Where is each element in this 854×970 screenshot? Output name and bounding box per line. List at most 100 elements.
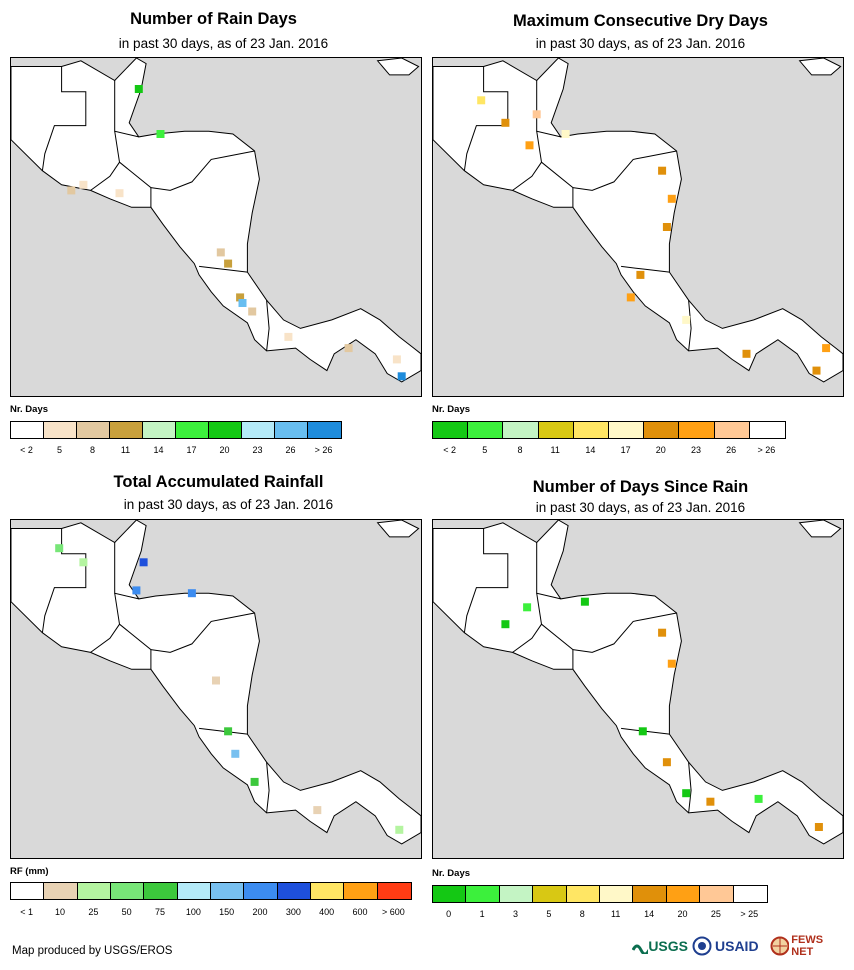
map-max-dry-days — [432, 57, 844, 397]
legend-ticks: < 2 5 8 11 14 17 20 23 26 > 26 — [10, 445, 340, 457]
legend-ticks: < 2 5 8 11 14 17 20 23 26 > 26 — [432, 445, 784, 457]
legend-swatch — [310, 883, 345, 899]
legend-tick-label: 5 — [56, 445, 63, 455]
legend-bar — [10, 882, 412, 900]
country-border — [463, 528, 509, 633]
country-border — [266, 300, 270, 351]
legend-tick-label: 8 — [89, 445, 96, 455]
island-jamaica — [798, 520, 842, 538]
data-pixel — [580, 597, 589, 606]
legend-tick-label: 8 — [517, 445, 523, 455]
legend-swatch — [308, 422, 341, 438]
legend-tick-label: > 25 — [740, 909, 759, 919]
data-pixel — [238, 299, 247, 307]
legend-tick-label: 11 — [120, 445, 131, 455]
legend-tick-label: 20 — [677, 909, 688, 919]
legend-tick-label: 26 — [726, 445, 737, 455]
legend-tick-label: 20 — [655, 445, 666, 455]
country-border — [688, 762, 692, 813]
data-pixel — [525, 141, 534, 150]
data-pixel — [156, 130, 165, 138]
data-pixel — [224, 727, 233, 736]
fewsnet-globe-icon — [770, 936, 790, 956]
legend-swatch — [633, 886, 667, 902]
legend-tick-label: 8 — [579, 909, 585, 919]
legend-tick-label: > 26 — [314, 445, 333, 455]
legend-swatch — [533, 886, 567, 902]
legend-swatch — [714, 422, 750, 438]
legend-tick-label: 23 — [690, 445, 702, 455]
data-pixel — [501, 620, 510, 629]
country-border — [199, 727, 248, 735]
panel-subtitle-max-dry-days: in past 30 days, as of 23 Jan. 2016 — [535, 36, 746, 51]
legend-bar — [10, 421, 342, 439]
legend-swatch — [666, 886, 701, 902]
panel-title-max-dry-days: Maximum Consecutive Dry Days — [513, 12, 768, 30]
data-pixel — [115, 189, 124, 198]
legend-tick-label: 11 — [550, 445, 560, 455]
usaid-seal-icon — [692, 936, 712, 956]
country-border — [266, 762, 270, 813]
usgs-logo: USGS — [632, 932, 688, 960]
data-pixel — [397, 372, 406, 381]
legend-tick-label: > 600 — [381, 907, 405, 917]
legend-swatch — [503, 422, 539, 438]
legend-swatch — [733, 886, 767, 902]
data-pixel — [250, 777, 259, 786]
legend-swatch — [608, 422, 645, 438]
country-border — [512, 593, 543, 653]
legend-swatch — [644, 422, 680, 438]
usaid-logo: USAID — [692, 932, 768, 960]
country-border — [621, 265, 670, 273]
legend-tick-label: 20 — [219, 445, 230, 455]
legend-swatch — [566, 886, 600, 902]
country-border — [688, 300, 692, 351]
data-pixel — [67, 186, 76, 195]
legend-tick-label: < 2 — [443, 445, 456, 455]
legend-tick-label: 1 — [479, 909, 485, 919]
fewsnet-logo-text: FEWS NET — [791, 934, 824, 958]
legend-swatch — [11, 883, 45, 899]
legend-tick-label: 17 — [186, 445, 197, 455]
credit-text: Map produced by USGS/EROS — [12, 945, 173, 957]
data-pixel — [667, 659, 676, 668]
legend-tick-label: 26 — [285, 445, 296, 455]
legend-swatch — [599, 886, 634, 902]
land-mass — [433, 520, 843, 845]
country-border — [41, 528, 87, 633]
data-pixel — [392, 355, 401, 364]
legend-swatch — [177, 883, 211, 899]
country-border — [150, 150, 255, 191]
data-pixel — [667, 194, 676, 203]
fewsnet-logo: FEWS NET — [770, 932, 846, 960]
legend-bar — [432, 885, 768, 903]
legend-tick-label: < 1 — [20, 907, 34, 917]
legend-swatch — [209, 422, 242, 438]
legend-swatch — [275, 422, 308, 438]
country-border — [150, 612, 255, 653]
land-mass — [433, 58, 843, 383]
legend-ticks: 0 1 3 5 8 11 14 20 25 > 25 — [432, 909, 766, 921]
legend-tick-label: 3 — [512, 909, 519, 919]
data-pixel — [561, 130, 570, 138]
data-pixel — [55, 544, 64, 553]
data-pixel — [636, 270, 645, 279]
panel-title-days-since-rain: Number of Days Since Rain — [532, 478, 749, 496]
legend-tick-label: 400 — [319, 907, 335, 917]
legend-ticks: < 1 10 25 50 75 100 150 200 300 400 600 > 600 — [10, 907, 410, 919]
data-pixel — [523, 603, 532, 612]
country-border — [512, 131, 543, 191]
usgs-logo-text: USGS — [648, 938, 688, 954]
legend-tick-label: 11 — [611, 909, 621, 919]
island-jamaica — [376, 58, 420, 76]
legend-tick-label: 600 — [352, 907, 368, 917]
data-pixel — [658, 628, 667, 637]
usgs-wave-icon — [632, 944, 649, 954]
country-border — [41, 66, 87, 171]
land-mass — [11, 58, 421, 383]
data-pixel — [79, 558, 88, 567]
data-pixel — [395, 825, 404, 834]
data-pixel — [224, 259, 233, 268]
legend-tick-label: 17 — [620, 445, 631, 455]
map-svg — [433, 520, 843, 845]
